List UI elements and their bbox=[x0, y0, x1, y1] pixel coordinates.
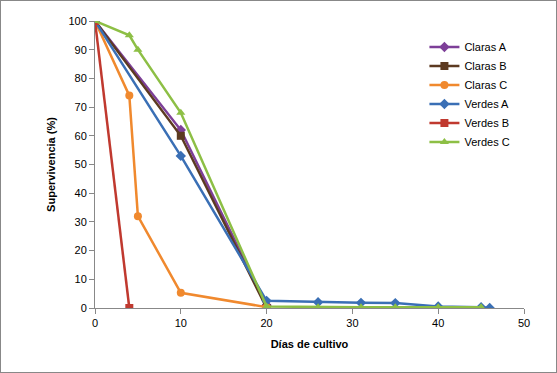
svg-text:Verdes A: Verdes A bbox=[464, 98, 509, 110]
svg-text:Claras C: Claras C bbox=[464, 79, 507, 91]
svg-text:Claras B: Claras B bbox=[464, 60, 506, 72]
svg-text:Días de cultivo: Días de cultivo bbox=[271, 338, 349, 350]
svg-text:80: 80 bbox=[75, 72, 87, 84]
svg-text:Claras A: Claras A bbox=[464, 41, 506, 53]
svg-text:30: 30 bbox=[346, 317, 358, 329]
svg-text:Verdes B: Verdes B bbox=[464, 117, 509, 129]
svg-text:Verdes C: Verdes C bbox=[464, 136, 509, 148]
svg-text:60: 60 bbox=[75, 130, 87, 142]
svg-text:70: 70 bbox=[75, 101, 87, 113]
svg-text:0: 0 bbox=[81, 302, 87, 314]
svg-text:10: 10 bbox=[175, 317, 187, 329]
svg-text:40: 40 bbox=[432, 317, 444, 329]
svg-text:100: 100 bbox=[68, 15, 86, 27]
svg-text:30: 30 bbox=[75, 216, 87, 228]
svg-text:50: 50 bbox=[75, 158, 87, 170]
svg-text:20: 20 bbox=[260, 317, 272, 329]
svg-text:10: 10 bbox=[75, 273, 87, 285]
svg-text:50: 50 bbox=[518, 317, 530, 329]
svg-text:Supervivencia (%): Supervivencia (%) bbox=[45, 117, 57, 212]
svg-text:20: 20 bbox=[75, 244, 87, 256]
svg-text:40: 40 bbox=[75, 187, 87, 199]
svg-text:90: 90 bbox=[75, 44, 87, 56]
svg-text:0: 0 bbox=[92, 317, 98, 329]
